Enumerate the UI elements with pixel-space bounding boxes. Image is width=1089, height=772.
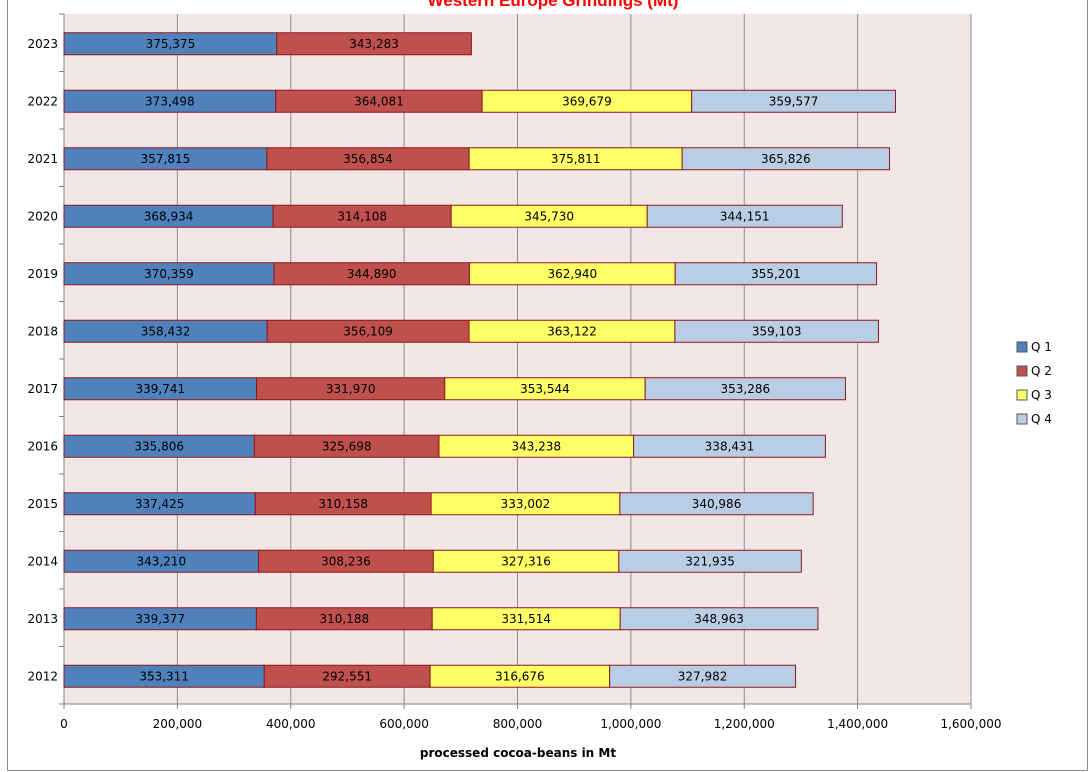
- data-label: 343,210: [136, 554, 186, 568]
- bar-segment: [633, 434, 826, 458]
- data-label: 362,940: [548, 267, 598, 281]
- data-label: 369,679: [562, 94, 612, 108]
- data-label: 359,103: [752, 324, 802, 338]
- data-label: 358,432: [141, 324, 191, 338]
- data-label: 308,236: [321, 554, 371, 568]
- data-label: 327,982: [678, 669, 728, 683]
- bar-segment: [618, 549, 802, 573]
- data-label: 353,311: [139, 669, 189, 683]
- data-label: 339,741: [135, 382, 185, 396]
- bar-segment: [609, 664, 797, 688]
- y-tick-label: 2015: [27, 497, 58, 511]
- data-label: 356,854: [343, 152, 393, 166]
- data-label: 375,375: [146, 37, 196, 51]
- y-tick-label: 2012: [27, 669, 58, 683]
- data-label: 344,890: [347, 267, 397, 281]
- data-label: 344,151: [720, 209, 770, 223]
- data-label: 310,188: [319, 612, 369, 626]
- data-label: 316,676: [495, 669, 545, 683]
- bar-segment: [619, 492, 814, 516]
- bar-segment: [276, 32, 472, 56]
- data-label: 343,238: [511, 439, 561, 453]
- y-tick-label: 2021: [27, 152, 58, 166]
- data-label: 337,425: [135, 497, 185, 511]
- data-label: 338,431: [705, 439, 755, 453]
- bar-segment: [674, 319, 879, 343]
- legend-swatch: [1016, 389, 1028, 401]
- bar-segment: [681, 147, 891, 171]
- data-label: 364,081: [354, 94, 404, 108]
- bar-segment: [644, 377, 846, 401]
- data-label: 325,698: [322, 439, 372, 453]
- x-tick-label: 1,000,000: [600, 717, 661, 731]
- data-label: 368,934: [144, 209, 194, 223]
- data-label: 331,970: [326, 382, 376, 396]
- gridlines: [176, 14, 972, 704]
- y-tick-label: 2016: [27, 439, 58, 453]
- bar-segment: [674, 262, 878, 286]
- x-tick-label: 600,000: [379, 717, 429, 731]
- x-tick-label: 200,000: [153, 717, 203, 731]
- data-label: 310,158: [318, 497, 368, 511]
- data-label: 292,551: [322, 669, 372, 683]
- data-label: 373,498: [145, 94, 195, 108]
- data-label: 359,577: [769, 94, 819, 108]
- data-label: 357,815: [141, 152, 191, 166]
- data-label: 370,359: [144, 267, 194, 281]
- x-axis-title: processed cocoa-beans in Mt: [420, 746, 616, 760]
- data-label: 356,109: [343, 324, 393, 338]
- legend-label: Q 4: [1031, 412, 1052, 426]
- data-label: 363,122: [547, 324, 597, 338]
- data-label: 340,986: [692, 497, 742, 511]
- legend-label: Q 3: [1031, 388, 1052, 402]
- x-tick-label: 800,000: [493, 717, 543, 731]
- data-label: 333,002: [501, 497, 551, 511]
- data-label: 331,514: [501, 612, 551, 626]
- y-tick-label: 2020: [27, 209, 58, 223]
- data-label: 339,377: [135, 612, 185, 626]
- data-label: 335,806: [134, 439, 184, 453]
- data-label: 345,730: [524, 209, 574, 223]
- data-label: 321,935: [685, 554, 735, 568]
- y-tick-label: 2018: [27, 324, 58, 338]
- x-tick-label: 0: [60, 717, 68, 731]
- x-tick-label: 1,200,000: [714, 717, 775, 731]
- bar-segment: [646, 204, 843, 228]
- data-label: 355,201: [751, 267, 801, 281]
- y-tick-label: 2023: [27, 37, 58, 51]
- y-tick-label: 2019: [27, 267, 58, 281]
- legend-label: Q 2: [1031, 364, 1052, 378]
- y-tick-label: 2013: [27, 612, 58, 626]
- y-tick-label: 2022: [27, 94, 58, 108]
- legend-swatch: [1016, 341, 1028, 353]
- data-label: 327,316: [501, 554, 551, 568]
- x-tick-label: 1,400,000: [827, 717, 888, 731]
- x-tick-label: 1,600,000: [940, 717, 1001, 731]
- legend-swatch: [1016, 413, 1028, 425]
- data-label: 365,826: [761, 152, 811, 166]
- y-tick-label: 2017: [27, 382, 58, 396]
- data-label: 348,963: [694, 612, 744, 626]
- chart-title: Western Europe Grindings (Mt): [428, 0, 679, 10]
- data-label: 375,811: [551, 152, 601, 166]
- y-tick-label: 2014: [27, 554, 58, 568]
- legend-swatch: [1016, 365, 1028, 377]
- data-label: 343,283: [349, 37, 399, 51]
- x-tick-label: 400,000: [266, 717, 316, 731]
- bar-segment: [691, 89, 897, 113]
- legend-label: Q 1: [1031, 340, 1052, 354]
- legend: Q 1 Q 2 Q 3 Q 4: [1016, 340, 1052, 426]
- bar-segment: [619, 607, 819, 631]
- data-label: 353,286: [721, 382, 771, 396]
- data-label: 353,544: [520, 382, 570, 396]
- data-label: 314,108: [337, 209, 387, 223]
- bars: 375,375 343,283 373,498 364,081 369,679 359,5…: [63, 32, 897, 688]
- axes: 0 200,000 400,000 600,000 800,000 1,000,000 1,…: [27, 13, 1002, 731]
